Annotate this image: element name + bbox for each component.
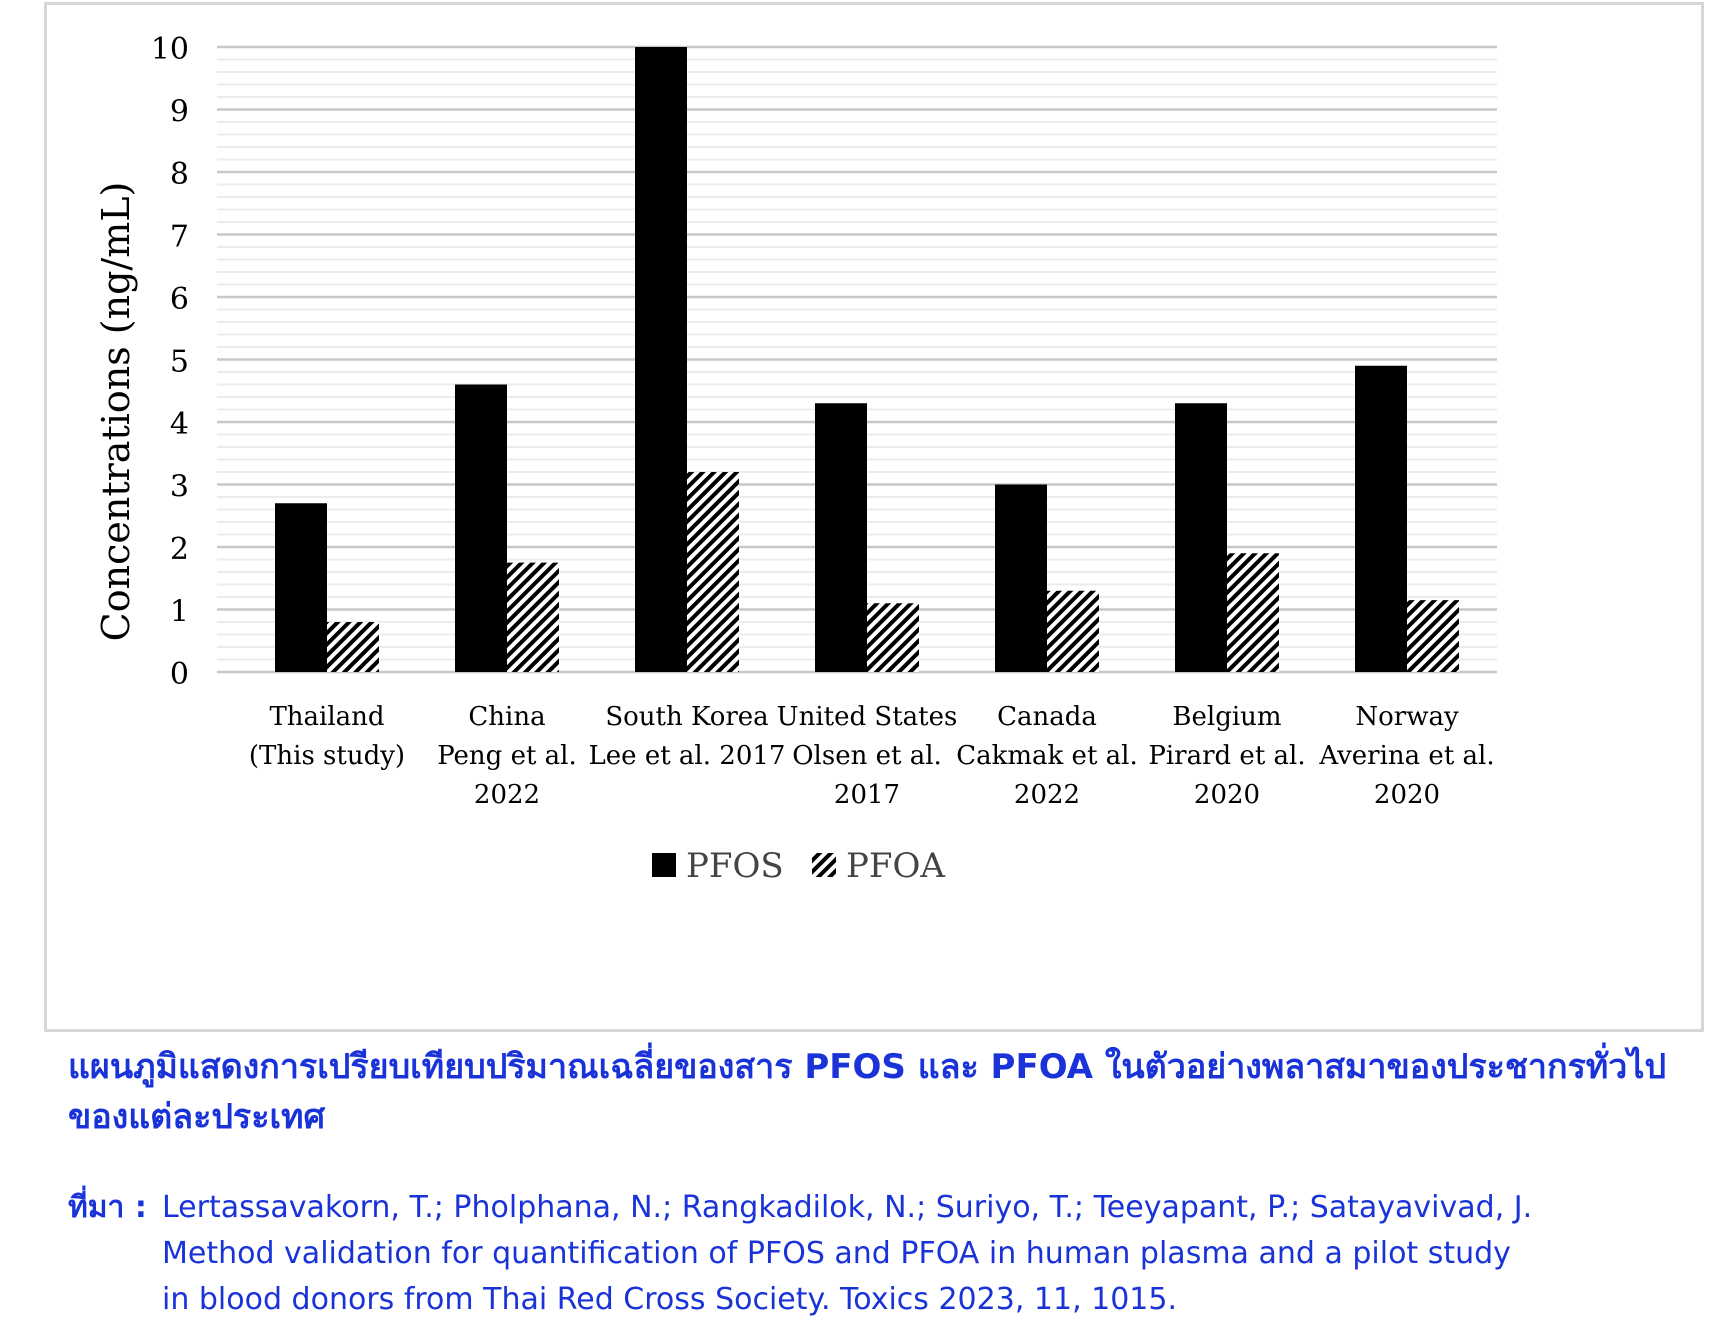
citation-line: Lertassavakorn, T.; Pholphana, N.; Rangk… bbox=[162, 1190, 1533, 1225]
y-tick-label: 5 bbox=[170, 345, 189, 380]
bar-pfoa bbox=[507, 562, 559, 672]
y-axis-ticks: 0 1 2 3 4 5 6 7 8 9 10 bbox=[151, 32, 189, 692]
x-tick-label: Canada Cakmak et al. 2022 bbox=[956, 702, 1138, 810]
x-tick-label-line: (This study) bbox=[249, 741, 405, 771]
x-tick-label: Thailand (This study) bbox=[249, 702, 405, 771]
y-tick-label: 9 bbox=[170, 95, 189, 130]
x-tick-label: South Korea Lee et al. 2017 bbox=[589, 702, 786, 771]
x-tick-label-line: Cakmak et al. bbox=[956, 741, 1138, 771]
figure-caption: แผนภูมิแสดงการเปรียบเทียบปริมาณเฉลี่ยของ… bbox=[68, 1047, 1667, 1137]
bar-pfoa bbox=[1047, 590, 1099, 672]
bar-pfos bbox=[815, 403, 867, 672]
x-tick-label-line: 2022 bbox=[474, 780, 540, 810]
x-tick-label-line: Canada bbox=[997, 702, 1097, 732]
bar-pfos bbox=[995, 484, 1047, 672]
x-tick-label-line: Peng et al. bbox=[437, 741, 577, 771]
bar-pfoa bbox=[1407, 600, 1459, 672]
x-tick-label-line: Lee et al. 2017 bbox=[589, 741, 786, 771]
y-axis-label: Concentrations (ng/mL) bbox=[94, 182, 138, 642]
y-tick-label: 7 bbox=[170, 220, 189, 255]
x-tick-label-line: Pirard et al. bbox=[1148, 741, 1305, 771]
citation-line: Method validation for quantification of … bbox=[162, 1236, 1511, 1271]
chart-frame: 0 1 2 3 4 5 6 7 8 9 10 Concentrations (ng/mL) Thai… bbox=[44, 2, 1704, 1032]
bar-pfos bbox=[275, 503, 327, 672]
y-tick-label: 10 bbox=[151, 32, 189, 67]
x-tick-label-line: China bbox=[468, 702, 545, 732]
source-citation: Lertassavakorn, T.; Pholphana, N.; Rangk… bbox=[162, 1185, 1702, 1323]
x-tick-label-line: 2020 bbox=[1194, 780, 1260, 810]
x-tick-label-line: 2022 bbox=[1014, 780, 1080, 810]
legend-label-pfos: PFOS bbox=[686, 846, 784, 886]
x-tick-label-line: 2020 bbox=[1374, 780, 1440, 810]
x-tick-label-line: Olsen et al. bbox=[792, 741, 942, 771]
x-tick-label: United States Olsen et al. 2017 bbox=[777, 702, 958, 810]
y-tick-label: 8 bbox=[170, 157, 189, 192]
y-tick-label: 2 bbox=[170, 532, 189, 567]
legend: PFOS PFOA bbox=[652, 846, 945, 886]
legend-label-pfoa: PFOA bbox=[846, 846, 945, 886]
bar-pfos bbox=[1175, 403, 1227, 672]
bar-pfos bbox=[635, 47, 687, 672]
y-tick-label: 4 bbox=[170, 407, 189, 442]
legend-swatch-pfoa bbox=[812, 853, 836, 877]
source-label: ที่มา : bbox=[68, 1190, 147, 1225]
y-tick-label: 1 bbox=[170, 595, 189, 630]
x-tick-label: Belgium Pirard et al. 2020 bbox=[1148, 702, 1305, 810]
bar-pfos bbox=[1355, 365, 1407, 672]
x-tick-label-line: South Korea bbox=[605, 702, 768, 732]
bar-chart: 0 1 2 3 4 5 6 7 8 9 10 Concentrations (ng/mL) Thai… bbox=[94, 32, 1497, 886]
x-tick-label-line: United States bbox=[777, 702, 958, 732]
y-tick-label: 6 bbox=[170, 282, 189, 317]
x-tick-label-line: Belgium bbox=[1172, 702, 1281, 732]
x-tick-label-line: 2017 bbox=[834, 780, 900, 810]
legend-swatch-pfos bbox=[652, 853, 676, 877]
x-tick-label-line: Norway bbox=[1355, 702, 1459, 732]
x-tick-label-line: Thailand bbox=[269, 702, 384, 732]
y-tick-label: 0 bbox=[170, 657, 189, 692]
citation-line: in blood donors from Thai Red Cross Soci… bbox=[162, 1282, 1178, 1317]
x-tick-label-line: Averina et al. bbox=[1318, 741, 1494, 771]
bar-pfoa bbox=[687, 472, 739, 672]
bar-pfoa bbox=[1227, 553, 1279, 672]
x-tick-label: China Peng et al. 2022 bbox=[437, 702, 577, 810]
x-tick-label: Norway Averina et al. 2020 bbox=[1318, 702, 1494, 810]
bar-pfoa bbox=[867, 603, 919, 672]
bar-pfos bbox=[455, 384, 507, 672]
bars bbox=[275, 47, 1459, 672]
y-tick-label: 3 bbox=[170, 470, 189, 505]
bar-pfoa bbox=[327, 622, 379, 672]
x-axis-labels: Thailand (This study) China Peng et al. 2022… bbox=[249, 702, 1495, 810]
